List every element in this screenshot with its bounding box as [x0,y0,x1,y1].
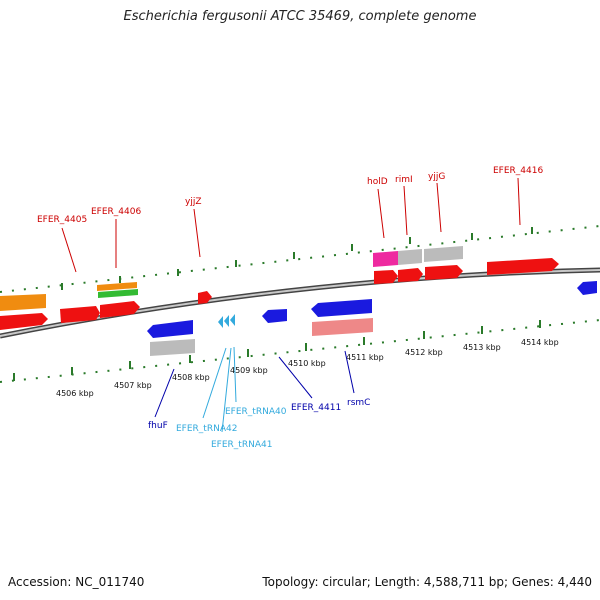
gene-red[interactable] [198,291,212,304]
gene-orange[interactable] [0,294,46,311]
scale-label: 4509 kbp [230,366,268,375]
trna-marker[interactable] [218,316,223,328]
gene-label-yjjg[interactable]: yjjG [428,172,445,182]
gene-blue[interactable] [147,320,193,338]
gene-label-efer-trna40[interactable]: EFER_tRNA40 [225,407,287,417]
gene-gray[interactable] [150,339,195,356]
scale-label: 4508 kbp [172,373,210,382]
gene-red[interactable] [398,268,423,282]
scale-label: 4507 kbp [114,381,152,390]
gene-orange[interactable] [97,282,137,291]
gene-label-rsmc[interactable]: rsmC [347,398,370,408]
gene-gray[interactable] [398,249,422,265]
bottom-minor-ticks [0,319,600,383]
gene-label-efer-trna42[interactable]: EFER_tRNA42 [176,424,237,434]
gene-label-efer-4411[interactable]: EFER_4411 [291,403,341,413]
gene-label-fhuf[interactable]: fhuF [148,421,168,431]
gene-blue[interactable] [262,309,287,323]
top-minor-ticks [0,225,600,293]
gene-red[interactable] [0,313,48,330]
scale-label: 4506 kbp [56,389,94,398]
page-title: Escherichia fergusonii ATCC 35469, compl… [123,9,477,24]
gene-red[interactable] [374,270,398,284]
forward-genes[interactable] [0,246,559,330]
accession-text: Accession: NC_011740 [8,575,145,589]
genome-backbone-outline [0,267,600,339]
bottom-major-ticks [13,320,541,381]
gene-red[interactable] [100,301,140,318]
gene-red[interactable] [60,306,100,323]
top-labels: EFER_4405 EFER_4406 yjjZ holD rimI yjjG … [37,166,543,225]
gene-pink[interactable] [373,251,398,267]
gene-label-hold[interactable]: holD [367,177,388,187]
gene-gray[interactable] [424,246,463,262]
scale-label: 4510 kbp [288,359,326,368]
trna-marker[interactable] [224,315,229,327]
gene-blue[interactable] [577,281,597,295]
reverse-genes[interactable] [147,281,597,356]
scale-label: 4512 kbp [405,348,443,357]
gene-label-efer-4405[interactable]: EFER_4405 [37,215,87,225]
gene-salmon[interactable] [312,318,373,336]
top-label-leaders [61,177,521,273]
gene-label-rimi[interactable]: rimI [395,175,413,185]
gene-blue[interactable] [311,299,372,317]
gene-label-efer-4416[interactable]: EFER_4416 [493,166,543,176]
gene-label-efer-4406[interactable]: EFER_4406 [91,207,141,217]
scale-labels: 4506 kbp 4507 kbp 4508 kbp 4509 kbp 4510… [56,338,559,398]
gene-red[interactable] [425,265,463,280]
scale-label: 4511 kbp [346,353,384,362]
scale-label: 4513 kbp [463,343,501,352]
genome-backbone [0,269,600,337]
top-major-ticks [61,227,533,290]
bottom-tick-row [0,319,600,383]
gene-label-yjjz[interactable]: yjjZ [185,197,202,207]
gene-label-efer-trna41[interactable]: EFER_tRNA41 [211,440,272,450]
gene-red[interactable] [487,258,559,275]
scale-label: 4514 kbp [521,338,559,347]
bottom-label-leaders [154,346,355,433]
genome-summary-text: Topology: circular; Length: 4,588,711 bp… [262,575,592,589]
top-tick-row [0,225,600,293]
gene-green[interactable] [98,289,138,298]
trna-marker[interactable] [230,314,235,326]
